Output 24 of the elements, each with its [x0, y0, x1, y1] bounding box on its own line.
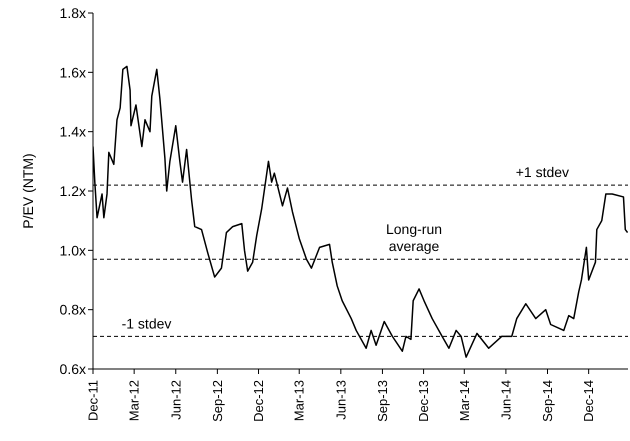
y-axis-title: P/EV (NTM): [20, 153, 36, 229]
x-tick-label: Jun-12: [168, 380, 184, 420]
y-tick-label: 1.0x: [60, 242, 86, 258]
y-tick-label: 1.6x: [60, 64, 86, 80]
x-tick-label: Jun-13: [333, 380, 348, 420]
x-tick-label: Mar-14: [456, 380, 472, 422]
ref-line-label: -1 stdev: [122, 315, 172, 332]
y-tick-label: 1.2x: [60, 182, 86, 199]
ref-line-label: +1 stdev: [516, 164, 570, 180]
x-tick-label: Mar-13: [292, 380, 307, 422]
x-tick-label: Mar-12: [126, 380, 142, 422]
ref-line-label: Long-run average: [386, 221, 442, 254]
y-tick-label: 1.4x: [60, 124, 86, 140]
x-tick-label: Dec-11: [86, 380, 100, 421]
y-tick-label: 0.8x: [60, 302, 86, 318]
y-tick-label: 1.8x: [60, 4, 86, 21]
x-tick-label: Dec-14: [581, 380, 596, 422]
x-tick-label: Dec-12: [251, 380, 266, 422]
x-tick-label: Sep-14: [540, 380, 555, 422]
y-tick-label: 0.6x: [60, 360, 86, 377]
x-tick-label: Sep-13: [374, 380, 390, 422]
x-tick-label: Sep-12: [210, 380, 225, 422]
x-tick-label: Jun-14: [498, 380, 514, 420]
x-tick-label: Dec-13: [416, 380, 432, 422]
